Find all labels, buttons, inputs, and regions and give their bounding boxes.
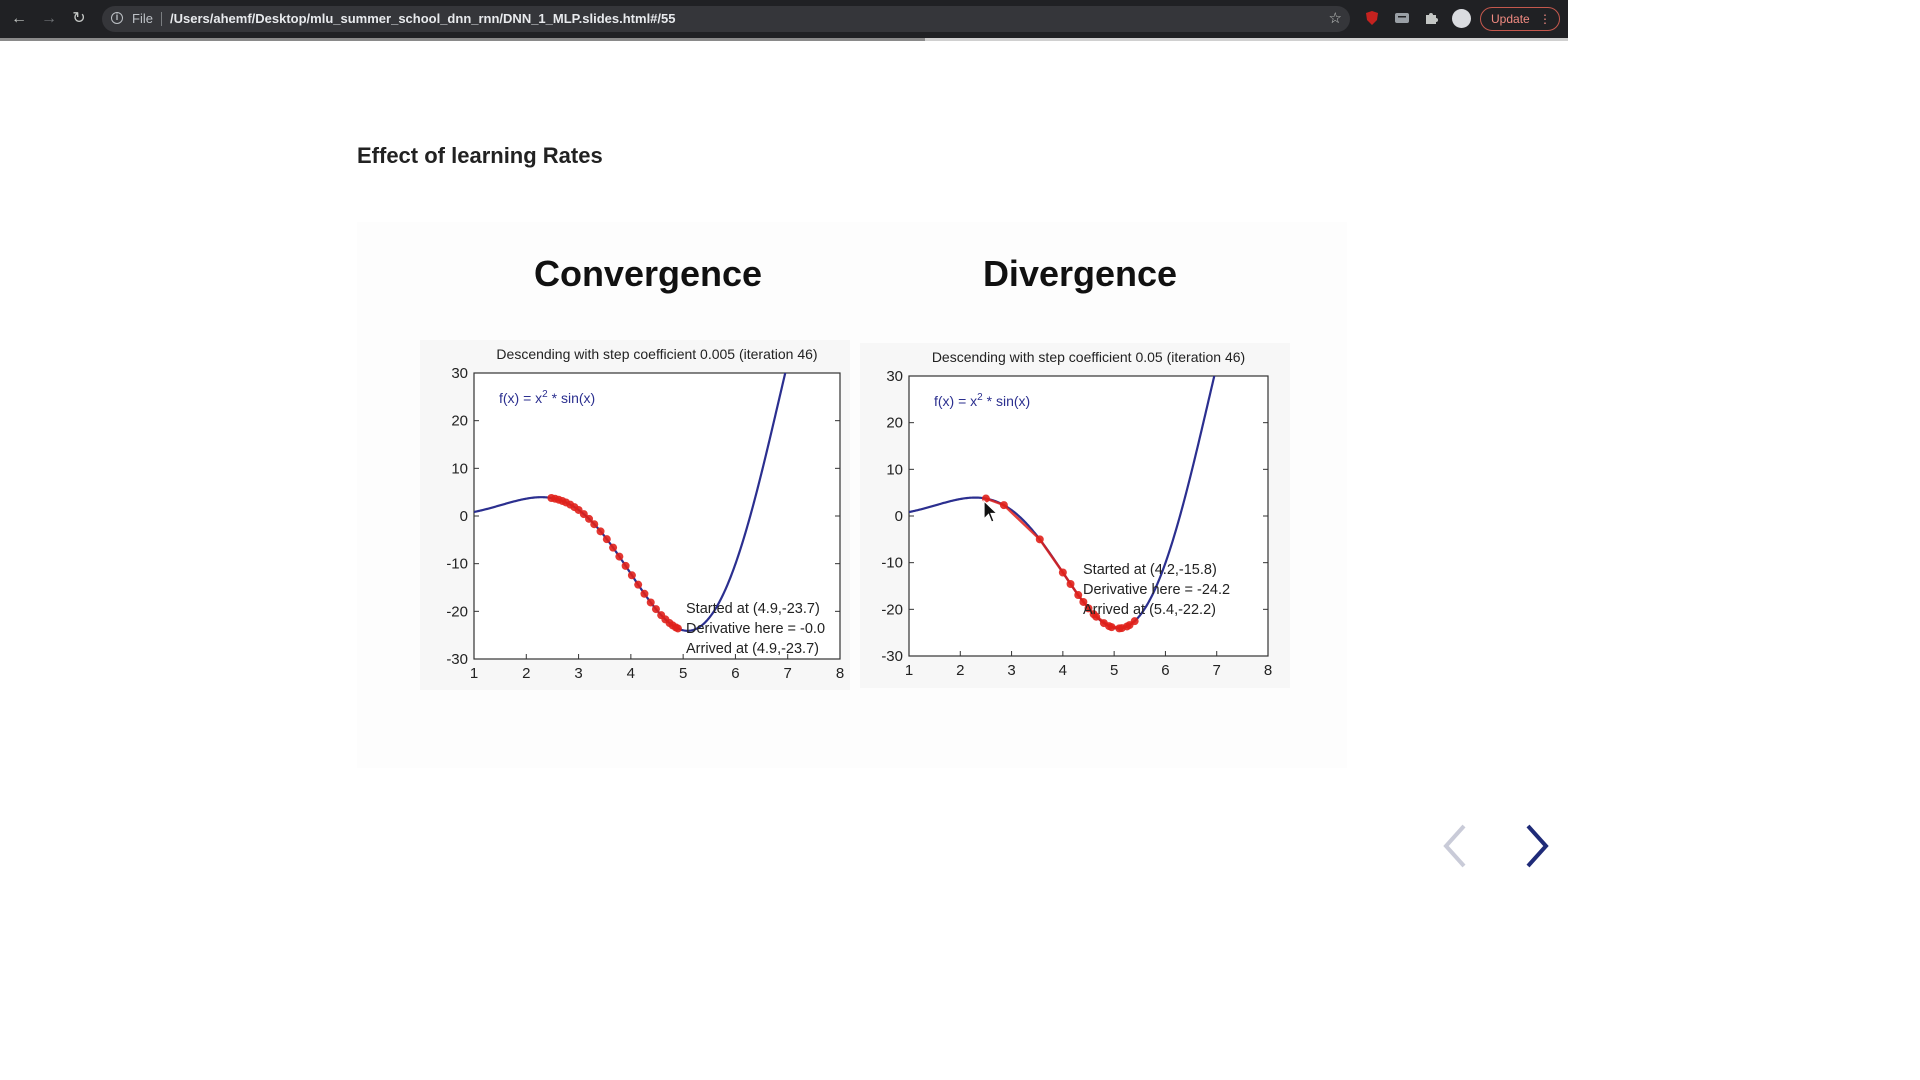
y-tick-label: -20 bbox=[881, 601, 903, 618]
convergence-chart: Descending with step coefficient 0.005 (… bbox=[420, 340, 850, 690]
y-tick-label: 10 bbox=[451, 460, 468, 477]
x-tick-label: 5 bbox=[1110, 662, 1118, 679]
previous-slide-button[interactable] bbox=[1436, 822, 1476, 870]
slide-progress-fill bbox=[0, 38, 926, 41]
descent-point bbox=[999, 501, 1008, 510]
x-tick-label: 4 bbox=[1059, 662, 1067, 679]
ublock-extension-icon[interactable] bbox=[1364, 10, 1380, 26]
x-tick-label: 1 bbox=[905, 662, 913, 679]
slide-progress-bar bbox=[0, 38, 1568, 41]
convergence-heading: Convergence bbox=[533, 253, 763, 294]
update-label: Update bbox=[1491, 12, 1530, 26]
x-tick-label: 1 bbox=[470, 665, 478, 682]
descent-point bbox=[596, 527, 605, 536]
divergence-chart: Descending with step coefficient 0.05 (i… bbox=[860, 343, 1290, 688]
descent-point bbox=[1105, 622, 1114, 631]
descent-point bbox=[673, 624, 682, 633]
descent-point bbox=[579, 510, 588, 519]
file-label: File bbox=[132, 11, 153, 26]
descent-point bbox=[1074, 591, 1083, 600]
descent-point bbox=[640, 589, 649, 598]
profile-avatar[interactable] bbox=[1452, 9, 1471, 28]
annotation-line: Started at (4.2,-15.8) bbox=[1083, 562, 1217, 578]
y-tick-label: -10 bbox=[446, 556, 468, 573]
descent-point bbox=[1084, 604, 1093, 613]
descent-point bbox=[1125, 621, 1134, 630]
forward-icon[interactable]: → bbox=[41, 10, 57, 27]
annotation-line: Derivative here = -24.2 bbox=[1083, 582, 1230, 598]
mouse-cursor-icon bbox=[983, 500, 999, 523]
y-tick-label: -10 bbox=[881, 555, 903, 572]
descent-point bbox=[1117, 624, 1126, 633]
descent-point bbox=[1066, 579, 1075, 588]
annotation-line: Arrived at (4.9,-23.7) bbox=[686, 641, 819, 657]
back-icon[interactable]: ← bbox=[11, 10, 27, 27]
y-tick-label: -20 bbox=[446, 603, 468, 620]
chart-title: Descending with step coefficient 0.005 (… bbox=[496, 346, 817, 362]
descent-point bbox=[1058, 568, 1067, 577]
function-label: f(x) = x2 * sin(x) bbox=[934, 392, 1030, 409]
descent-point bbox=[1035, 535, 1044, 544]
descent-point bbox=[1079, 597, 1088, 606]
x-tick-label: 2 bbox=[522, 665, 530, 682]
y-tick-label: 10 bbox=[886, 461, 903, 478]
annotation-line: Arrived at (5.4,-22.2) bbox=[1083, 602, 1216, 618]
descent-point bbox=[651, 605, 660, 614]
info-icon[interactable]: i bbox=[111, 12, 123, 24]
function-label: f(x) = x2 * sin(x) bbox=[499, 389, 595, 406]
divergence-heading: Divergence bbox=[982, 253, 1178, 294]
extension-icon[interactable] bbox=[1394, 10, 1410, 26]
descent-point bbox=[585, 514, 594, 523]
annotation-line: Derivative here = -0.0 bbox=[686, 621, 825, 637]
x-tick-label: 8 bbox=[836, 665, 844, 682]
puzzle-extensions-icon[interactable] bbox=[1423, 10, 1439, 26]
descent-point bbox=[590, 520, 599, 529]
descent-point bbox=[609, 543, 618, 552]
x-tick-label: 3 bbox=[574, 665, 582, 682]
update-button[interactable]: Update ⋮ bbox=[1480, 7, 1560, 31]
x-tick-label: 3 bbox=[1007, 662, 1015, 679]
y-tick-label: 30 bbox=[886, 368, 903, 385]
chart-title: Descending with step coefficient 0.05 (i… bbox=[932, 349, 1245, 365]
x-tick-label: 2 bbox=[956, 662, 964, 679]
y-tick-label: -30 bbox=[881, 648, 903, 665]
x-tick-label: 6 bbox=[1161, 662, 1169, 679]
descent-point bbox=[615, 552, 624, 561]
descent-point bbox=[627, 571, 636, 580]
y-tick-label: 20 bbox=[886, 415, 903, 432]
x-tick-label: 7 bbox=[1213, 662, 1221, 679]
annotation-line: Started at (4.9,-23.7) bbox=[686, 601, 820, 617]
descent-point bbox=[634, 580, 643, 589]
x-tick-label: 5 bbox=[679, 665, 687, 682]
y-tick-label: 0 bbox=[895, 508, 903, 525]
bookmark-star-icon[interactable]: ☆ bbox=[1328, 10, 1342, 27]
descent-point bbox=[621, 561, 630, 570]
browser-toolbar: ← → ↻ i File /Users/ahemf/Desktop/mlu_su… bbox=[0, 0, 1568, 38]
url-text[interactable]: /Users/ahemf/Desktop/mlu_summer_school_d… bbox=[170, 11, 676, 26]
reload-icon[interactable]: ↻ bbox=[72, 10, 86, 27]
y-tick-label: -30 bbox=[446, 651, 468, 668]
descent-point bbox=[602, 535, 611, 544]
y-tick-label: 0 bbox=[460, 508, 468, 525]
x-tick-label: 7 bbox=[784, 665, 792, 682]
x-tick-label: 8 bbox=[1264, 662, 1272, 679]
next-slide-button[interactable] bbox=[1518, 822, 1558, 870]
descent-point bbox=[646, 598, 655, 607]
descent-point bbox=[1089, 610, 1098, 619]
address-separator bbox=[161, 12, 162, 26]
slide-title: Effect of learning Rates bbox=[357, 143, 603, 168]
more-menu-icon[interactable]: ⋮ bbox=[1539, 12, 1551, 26]
x-tick-label: 6 bbox=[731, 665, 739, 682]
y-tick-label: 30 bbox=[451, 365, 468, 382]
x-tick-label: 4 bbox=[627, 665, 635, 682]
address-bar[interactable]: i File /Users/ahemf/Desktop/mlu_summer_s… bbox=[102, 6, 1350, 32]
y-tick-label: 20 bbox=[451, 413, 468, 430]
